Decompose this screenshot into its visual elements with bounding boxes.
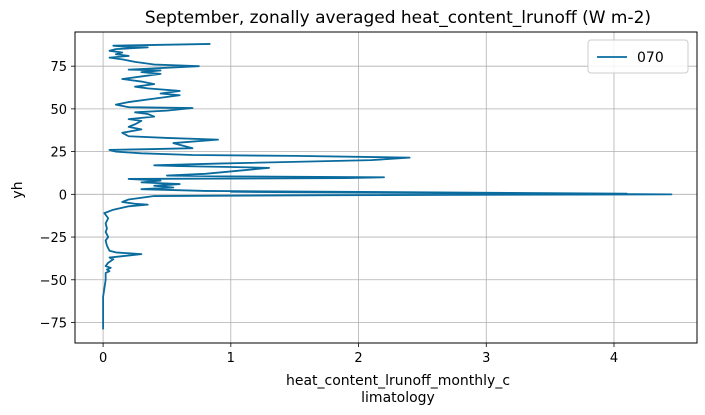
y-tick-label: −25: [40, 231, 67, 246]
x-tick-label: 2: [354, 351, 362, 366]
y-tick-label: 50: [50, 103, 67, 118]
x-tick-label: 3: [482, 351, 490, 366]
y-tick-label: −50: [40, 274, 67, 289]
x-axis-label: heat_content_lrunoff_monthly_c: [286, 373, 510, 389]
x-tick-label: 4: [610, 351, 618, 366]
x-tick-label: 1: [227, 351, 235, 366]
y-tick-label: 0: [59, 188, 67, 203]
x-tick-label: 0: [99, 351, 107, 366]
chart-title: September, zonally averaged heat_content…: [145, 8, 651, 28]
legend-label: 070: [637, 50, 664, 66]
legend: 070: [587, 39, 689, 74]
x-axis-label-continued: limatology: [361, 390, 435, 406]
legend-box: [587, 39, 689, 74]
axis-ticks: 0 1 2 3 4 −75 −50 −25 0 25 50 75: [40, 60, 619, 366]
series-line: [102, 43, 673, 330]
y-axis-label: yh: [10, 181, 26, 198]
plot-frame: [74, 31, 698, 344]
y-tick-label: 25: [50, 146, 67, 161]
y-tick-label: 75: [50, 60, 67, 75]
y-tick-label: −75: [40, 316, 67, 331]
plot-lines: [102, 43, 673, 330]
